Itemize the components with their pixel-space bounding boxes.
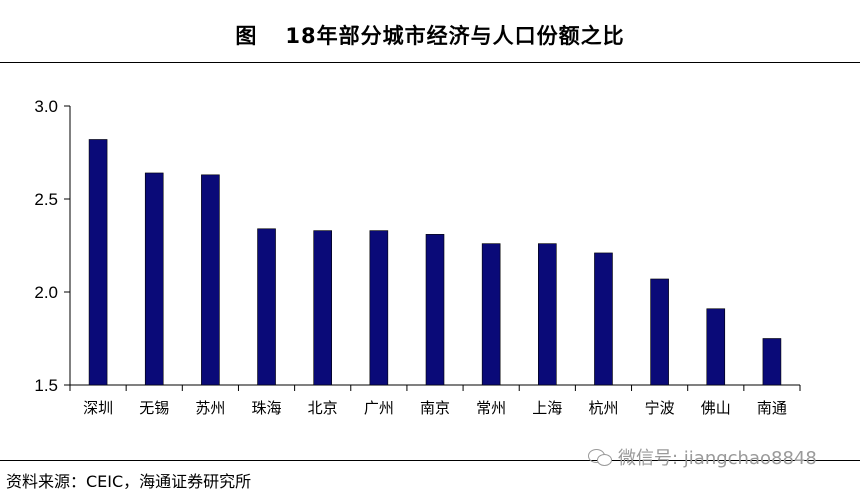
- bar: [425, 234, 445, 386]
- category-label: 无锡: [139, 399, 169, 417]
- figure-label: 图: [235, 24, 258, 48]
- title-rule: [0, 62, 860, 63]
- bar: [594, 252, 613, 386]
- y-tick-label: 2.0: [34, 283, 58, 302]
- bar: [201, 174, 220, 386]
- y-tick-label: 3.0: [34, 97, 58, 116]
- category-label: 常州: [476, 399, 506, 417]
- category-label: 北京: [308, 399, 338, 417]
- category-label: 广州: [364, 399, 394, 417]
- bar-chart: 1.5 2.0 2.5 3.0 深圳 无锡 苏州 珠海 北京 广州 南京 常州 上海 杭州 宁波 佛山 南通: [34, 97, 801, 417]
- category-labels: 深圳 无锡 苏州 珠海 北京 广州 南京 常州 上海 杭州 宁波 佛山 南通: [83, 399, 787, 417]
- category-label: 苏州: [195, 399, 225, 417]
- category-label: 深圳: [83, 399, 113, 417]
- bars: [88, 139, 782, 386]
- title-bar: 图 18年部分城市经济与人口份额之比: [0, 0, 860, 62]
- source-note: 资料来源：CEIC，海通证券研究所: [6, 472, 252, 491]
- bar: [144, 172, 164, 386]
- bar: [762, 338, 782, 386]
- chart-title: 图 18年部分城市经济与人口份额之比: [0, 20, 860, 50]
- bar: [650, 278, 669, 386]
- category-label: 南通: [757, 399, 787, 417]
- bar: [369, 230, 389, 386]
- category-label: 宁波: [645, 399, 675, 417]
- watermark: 微信号: jiangchao8848: [588, 444, 817, 470]
- bar: [706, 308, 726, 386]
- bar: [313, 230, 332, 386]
- category-label: 南京: [420, 399, 450, 417]
- footer-rule: [0, 460, 860, 461]
- watermark-text: 微信号: jiangchao8848: [618, 448, 817, 469]
- bar: [538, 243, 557, 386]
- bar: [481, 243, 501, 386]
- title-text: 18年部分城市经济与人口份额之比: [285, 24, 625, 48]
- category-label: 佛山: [701, 399, 731, 417]
- category-label: 杭州: [588, 399, 618, 417]
- y-tick-label: 1.5: [34, 376, 58, 395]
- category-label: 上海: [532, 399, 562, 417]
- category-label: 珠海: [252, 399, 282, 417]
- wechat-icon: [588, 447, 612, 467]
- y-tick-label: 2.5: [34, 190, 58, 209]
- bar: [257, 228, 276, 386]
- bar: [88, 139, 108, 386]
